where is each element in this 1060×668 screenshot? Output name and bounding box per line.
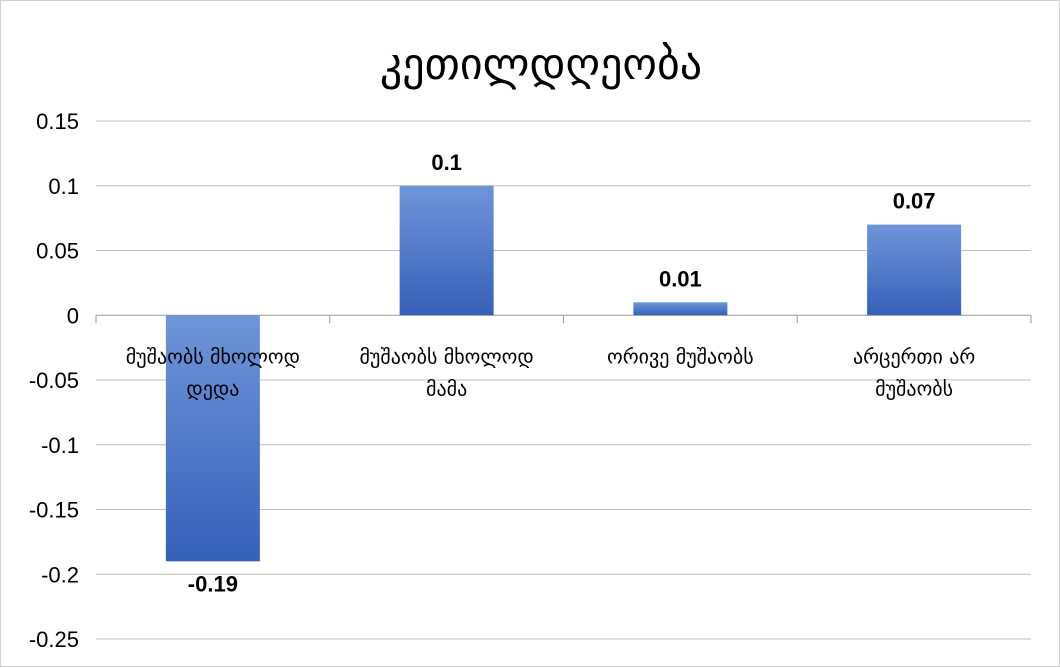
category-label: მუშაობს მხოლოდ (126, 344, 300, 368)
y-tick-label: -0.1 (41, 433, 79, 458)
data-label: 0.01 (659, 266, 702, 291)
bar (165, 315, 260, 562)
y-tick-label: -0.2 (41, 562, 79, 587)
y-tick-label: 0.05 (36, 239, 79, 264)
y-tick-label: -0.05 (29, 368, 79, 393)
chart-title: კეთილდღეობა (380, 39, 702, 90)
category-label: ორივე მუშაობს (607, 344, 754, 368)
y-tick-label: -0.15 (29, 498, 79, 523)
y-tick-label: 0 (67, 303, 79, 328)
data-label: -0.19 (188, 571, 238, 596)
category-label: არცერთი არ (853, 344, 975, 368)
bar (633, 302, 728, 316)
y-tick-label: 0.15 (36, 109, 79, 134)
category-label: დედა (186, 376, 239, 400)
y-tick-label: 0.1 (48, 174, 79, 199)
data-label: 0.1 (431, 150, 462, 175)
category-labels: მუშაობს მხოლოდ დედა მუშაობს მხოლოდ მამა ორივ… (126, 344, 976, 400)
data-label: 0.07 (893, 189, 936, 214)
y-axis-ticks: 0.15 0.1 0.05 0 -0.05 -0.1 -0.15 -0.2 -0.25 (29, 109, 79, 652)
category-label: მუშაობს მხოლოდ (359, 344, 533, 368)
category-label: მამა (426, 376, 467, 400)
bar (867, 224, 962, 316)
bars (165, 185, 962, 562)
data-labels: -0.19 0.1 0.01 0.07 (188, 150, 936, 597)
bar (399, 185, 494, 316)
y-tick-label: -0.25 (29, 627, 79, 652)
category-label: მუშაობს (875, 376, 953, 400)
